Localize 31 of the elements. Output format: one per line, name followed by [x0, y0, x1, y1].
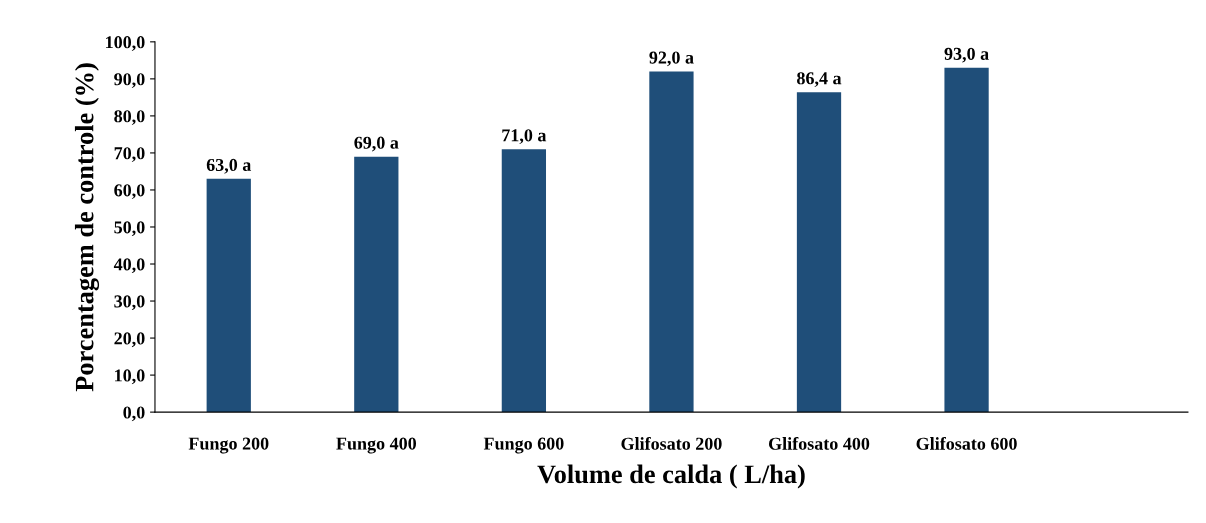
data-label: 71,0 a	[502, 129, 547, 145]
x-tick-label: Glifosato 400	[768, 436, 870, 450]
data-label: 93,0 a	[944, 47, 989, 63]
data-label: 86,4 a	[797, 72, 842, 87]
x-tick-label: Glifosato 600	[916, 436, 1017, 450]
y-tick-label: 100,0	[106, 36, 145, 51]
bar	[649, 71, 694, 413]
y-tick-label: 50,0	[114, 221, 145, 237]
y-tick-label: 0,0	[123, 406, 145, 422]
bar	[501, 149, 547, 413]
bar	[206, 178, 251, 413]
bar	[796, 92, 842, 413]
y-tick-label: 90,0	[114, 73, 145, 88]
data-label: 92,0 a	[649, 51, 694, 67]
x-tick-label: Fungo 200	[188, 437, 269, 454]
y-tick-label: 80,0	[114, 110, 145, 125]
y-tick-label: 20,0	[114, 332, 145, 348]
y-tick-label: 40,0	[113, 258, 145, 274]
y-axis-title: Porcentagem de controle (%)	[74, 63, 100, 392]
x-tick-label: Glifosato 200	[621, 436, 722, 450]
y-tick-label: 60,0	[114, 184, 145, 200]
x-axis-title: Volume de calda ( L/ha)	[537, 464, 805, 489]
x-tick-label: Fungo 400	[336, 437, 417, 454]
data-label: 63,0 a	[206, 158, 252, 174]
data-label: 69,0 a	[354, 136, 399, 152]
y-tick-label: 10,0	[115, 369, 145, 385]
y-tick-label: 30,0	[114, 295, 145, 311]
bar	[944, 67, 989, 413]
bar	[354, 156, 399, 413]
x-tick-label: Fungo 600	[483, 437, 564, 454]
y-tick-label: 70,0	[114, 147, 145, 162]
